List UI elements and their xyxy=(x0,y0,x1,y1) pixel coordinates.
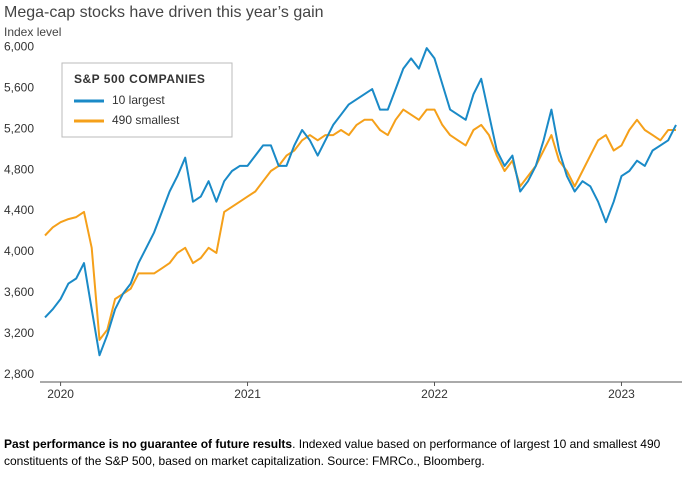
footnote-box: Past performance is no guarantee of futu… xyxy=(0,436,689,470)
y-tick-label: 3,200 xyxy=(4,326,34,340)
series-line xyxy=(44,47,677,357)
series-line xyxy=(44,108,676,341)
footnote-bold: Past performance is no guarantee of futu… xyxy=(4,437,293,451)
y-tick-label: 2,800 xyxy=(4,367,34,381)
y-tick-label: 5,200 xyxy=(4,121,34,135)
y-tick-label: 4,800 xyxy=(4,162,34,176)
chart-title: Mega-cap stocks have driven this year’s … xyxy=(4,4,324,21)
x-tick-label: 2020 xyxy=(47,387,74,401)
legend-label: 490 smallest xyxy=(112,113,180,127)
x-tick-label: 2021 xyxy=(234,387,261,401)
y-tick-label: 6,000 xyxy=(4,39,34,53)
y-tick-label: 4,000 xyxy=(4,244,34,258)
plot: 2,800 3,200 3,600 4,000 4,400 4,800 5,200 5,600… xyxy=(4,39,677,401)
footnote-text: Past performance is no guarantee of futu… xyxy=(0,436,689,470)
legend-title: S&P 500 COMPANIES xyxy=(74,72,205,86)
y-tick-label: 5,600 xyxy=(4,80,34,94)
x-tick-label: 2022 xyxy=(421,387,448,401)
footnote-rest: . Indexed value based on performance of … xyxy=(4,437,661,468)
legend-label: 10 largest xyxy=(112,93,165,107)
y-axis-label: Index level xyxy=(4,25,61,39)
x-tick-label: 2023 xyxy=(608,387,635,401)
y-tick-label: 4,400 xyxy=(4,203,34,217)
y-tick-label: 3,600 xyxy=(4,285,34,299)
